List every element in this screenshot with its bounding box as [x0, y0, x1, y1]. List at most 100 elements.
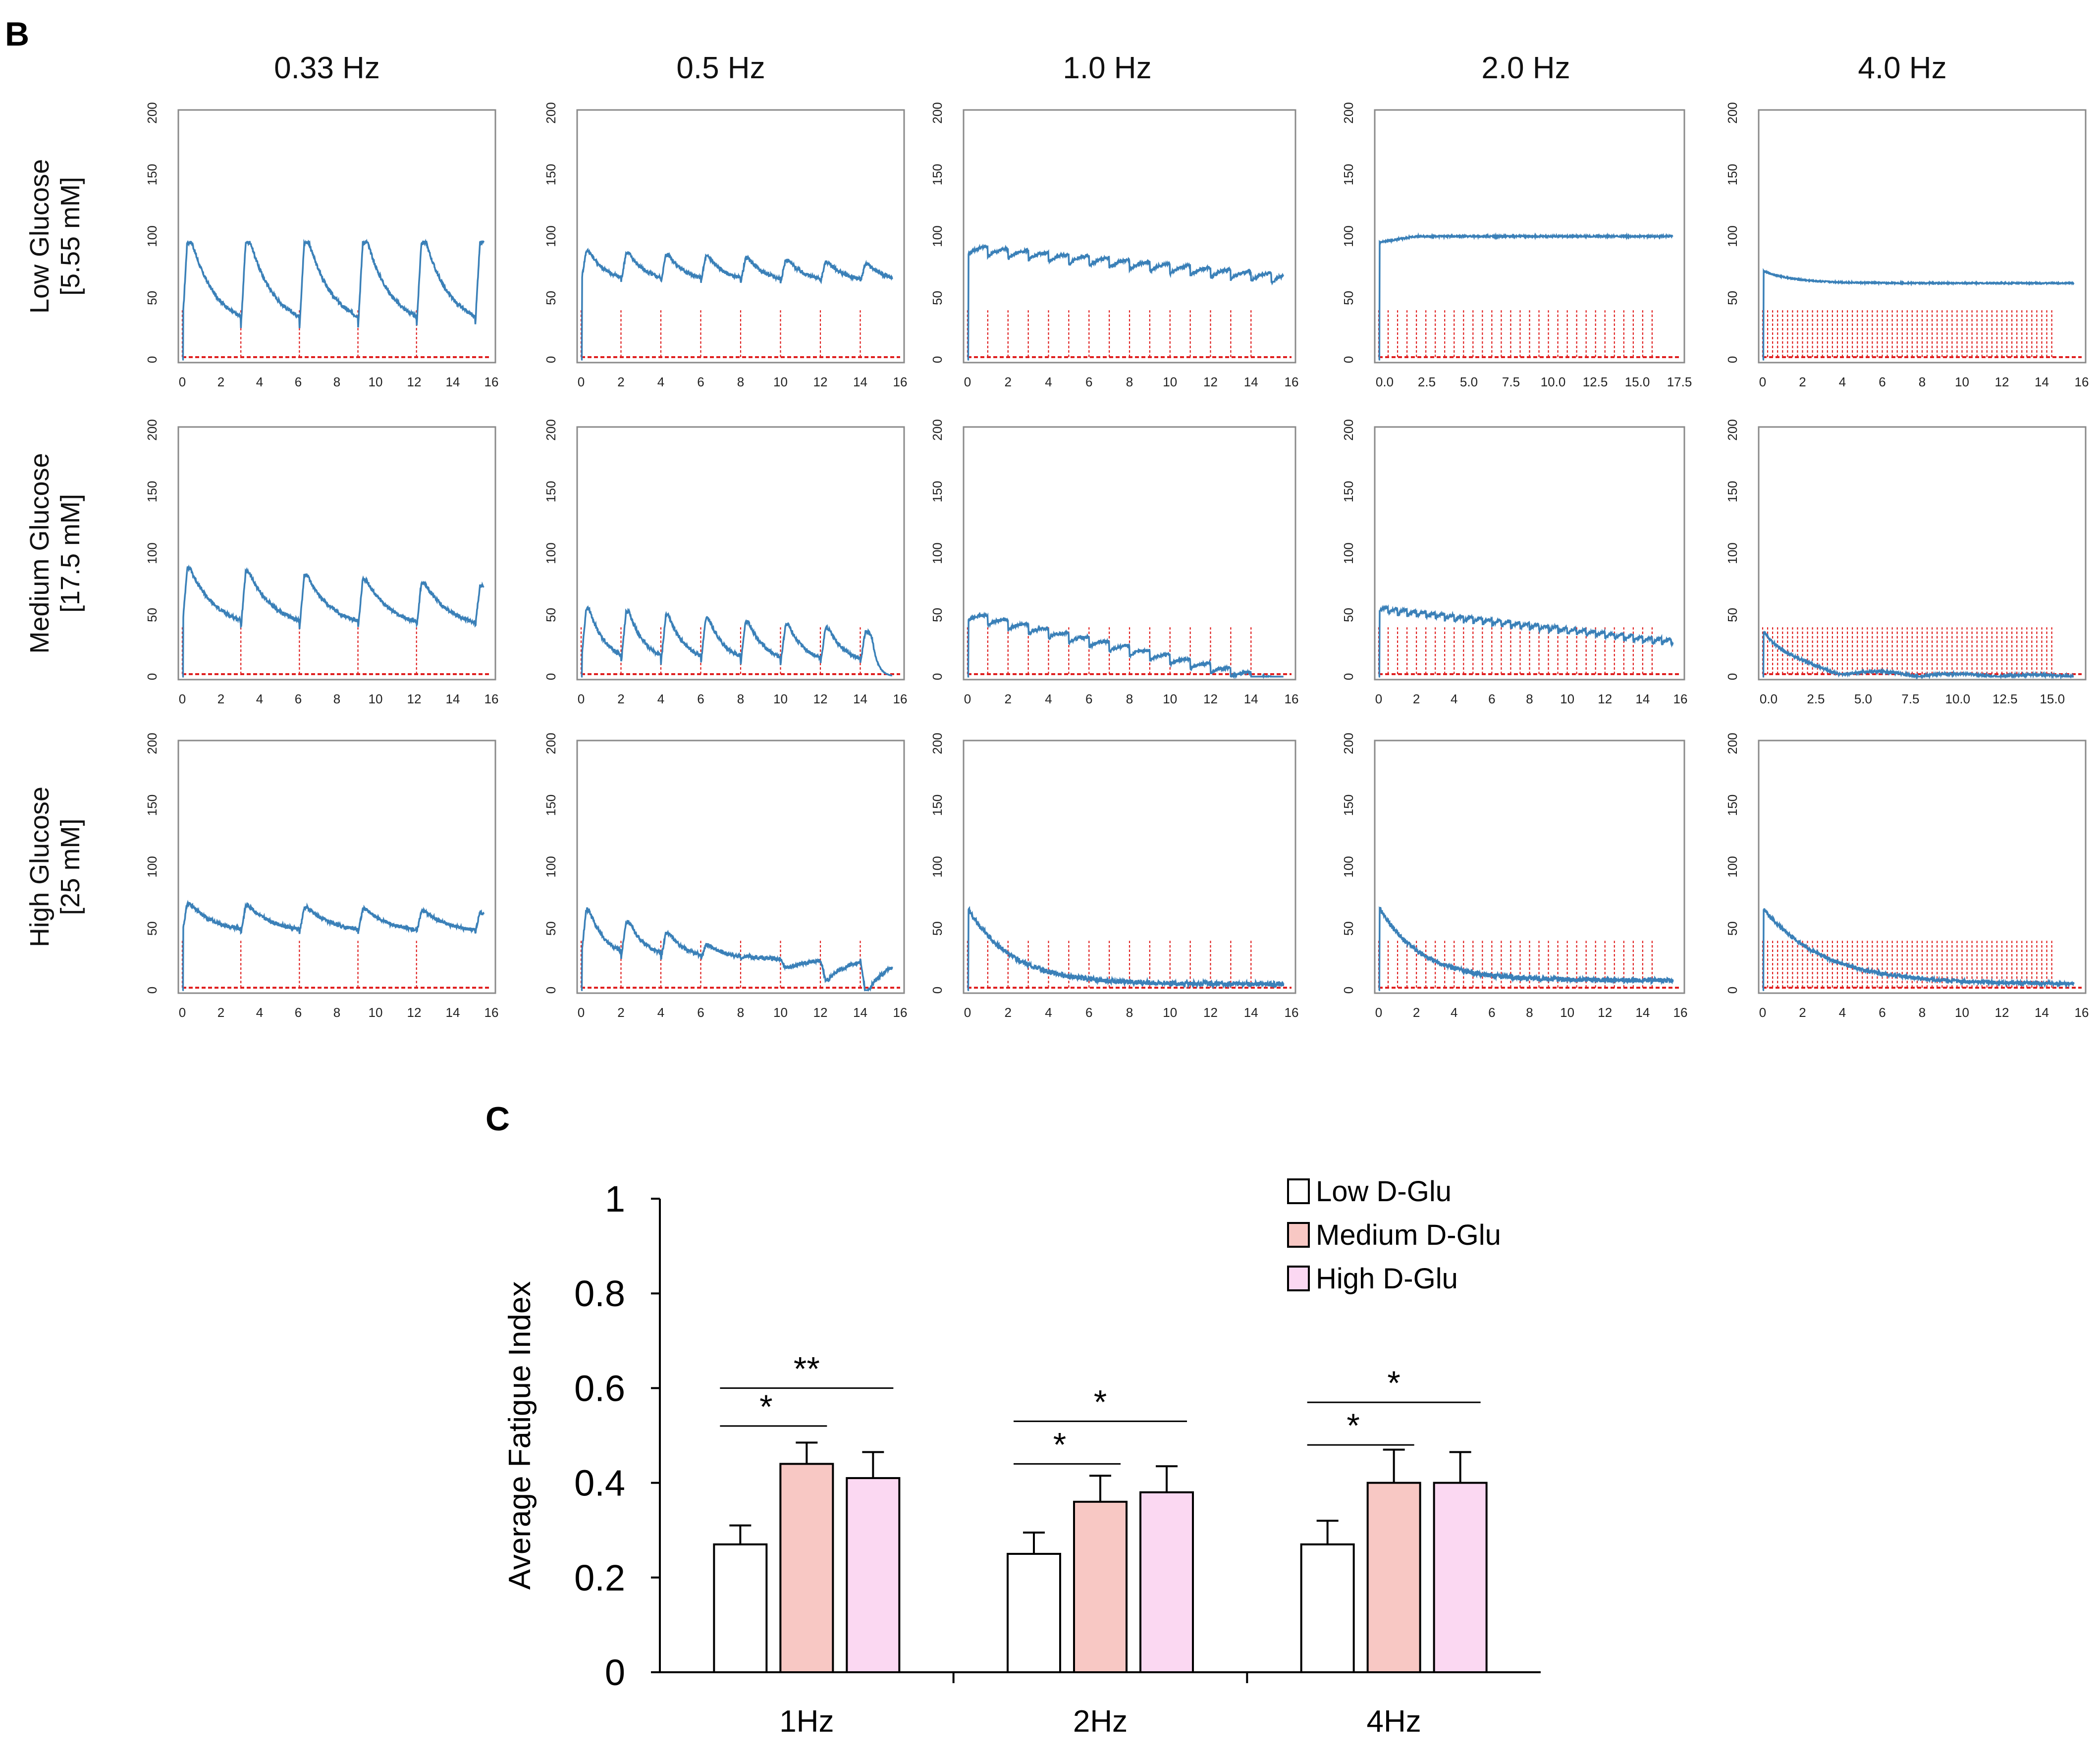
x-tick-label: 8 — [333, 1005, 340, 1020]
x-tick-label: 2 — [1799, 1005, 1806, 1020]
y-tick-label: 150 — [930, 481, 945, 502]
x-tick-label: 16 — [1673, 1005, 1688, 1020]
row-label-high-line2: [25 mM] — [55, 818, 85, 915]
y-tick-label: 50 — [543, 921, 558, 936]
y-tick-label: 50 — [543, 291, 558, 305]
x-tick-label: 0 — [1375, 1005, 1382, 1020]
y-tick-text: 200 — [543, 102, 558, 123]
significance-marker: * — [759, 1388, 772, 1426]
x-tick-label: 12 — [407, 691, 422, 706]
y-tick-text: 150 — [930, 164, 945, 185]
x-tick-label: 6 — [1488, 1005, 1495, 1020]
x-tick-label: 12 — [1203, 691, 1218, 706]
y-tick-text: 200 — [1341, 102, 1356, 123]
x-tick-label: 6 — [697, 1005, 704, 1020]
panel-c-label: C — [485, 1100, 510, 1138]
x-tick-label: 16 — [1673, 691, 1688, 706]
y-tick-label: 150 — [543, 164, 558, 185]
x-tick-label: 12 — [1598, 1005, 1612, 1020]
y-tick-text: 150 — [543, 481, 558, 502]
x-tick-label: 12 — [1995, 374, 2009, 389]
x-tick-label: 5.0 — [1460, 374, 1478, 389]
y-tick-label: 200 — [930, 733, 945, 754]
plot-frame — [576, 109, 905, 364]
y-tick-text: 0 — [543, 987, 558, 994]
legend-label-medium: Medium D-Glu — [1316, 1219, 1501, 1251]
significance-marker: ** — [794, 1350, 820, 1387]
x-tick-label: 10 — [1163, 1005, 1177, 1020]
x-tick-label: 10 — [1163, 691, 1177, 706]
trace-plot-low-4: 0 50 100 150 200 0.0 2.5 5.0 7.5 10.0 12.5 15.0 17.5 — [1341, 102, 1692, 389]
trace-plot-medium-2: 0 50 100 150 200 0 2 4 6 8 10 12 14 16 — [543, 419, 907, 706]
x-tick-label: 16 — [2075, 1005, 2089, 1020]
x-tick-label: 4 — [657, 691, 664, 706]
legend-swatch-low — [1287, 1178, 1310, 1204]
y-tick-text: 200 — [145, 733, 160, 754]
x-tick-label: 2 — [1413, 691, 1420, 706]
y-tick-text: 50 — [1725, 291, 1740, 305]
y-tick-label: 0.8 — [574, 1273, 625, 1314]
force-trace — [1378, 232, 1673, 361]
x-tick-label: 16 — [1285, 691, 1299, 706]
x-tick-label: 10 — [1560, 1005, 1574, 1020]
y-tick-label: 0 — [605, 1652, 625, 1693]
y-tick-label: 0.4 — [574, 1463, 625, 1504]
y-tick-text: 50 — [930, 291, 945, 305]
plot-frame — [963, 426, 1296, 681]
y-tick-label: 150 — [145, 164, 160, 185]
y-tick-text: 100 — [1725, 225, 1740, 247]
plot-frame — [963, 109, 1296, 364]
x-tick-label: 12 — [813, 374, 828, 389]
x-tick-label: 6 — [295, 374, 302, 389]
y-tick-label: 200 — [145, 733, 160, 754]
x-tick-label: 6 — [1085, 374, 1092, 389]
row-label-medium-line2: [17.5 mM] — [55, 494, 85, 613]
x-tick-label: 0 — [578, 374, 585, 389]
y-tick-text: 100 — [145, 225, 160, 247]
x-tick-label: 6 — [295, 691, 302, 706]
x-tick-label: 2 — [1005, 374, 1012, 389]
y-tick-text: 100 — [145, 542, 160, 564]
x-tick-label: 6 — [1085, 1005, 1092, 1020]
y-tick-text: 0 — [1725, 987, 1740, 994]
x-tick-label: 12 — [407, 374, 422, 389]
y-tick-label: 0 — [1725, 673, 1740, 680]
legend-label-low: Low D-Glu — [1316, 1175, 1452, 1208]
y-tick-label: 100 — [930, 225, 945, 247]
y-tick-text: 50 — [930, 608, 945, 622]
y-tick-text: 150 — [930, 481, 945, 502]
x-tick-label: 4 — [1045, 374, 1052, 389]
y-tick-label: 100 — [543, 542, 558, 564]
y-tick-text: 0 — [1725, 673, 1740, 680]
x-tick-label: 14 — [446, 691, 460, 706]
y-tick-label: 200 — [1725, 102, 1740, 123]
y-tick-label: 50 — [930, 608, 945, 622]
y-tick-text: 150 — [1725, 795, 1740, 816]
y-tick-label: 150 — [1725, 164, 1740, 185]
y-tick-text: 200 — [1725, 102, 1740, 123]
x-tick-label: 16 — [893, 691, 908, 706]
y-tick-text: 0 — [1341, 356, 1356, 363]
y-tick-label: 0 — [930, 673, 945, 680]
x-tick-label: 0 — [578, 691, 585, 706]
y-tick-text: 200 — [1725, 419, 1740, 440]
x-tick-label: 0 — [578, 1005, 585, 1020]
x-tick-label: 2 — [1799, 374, 1806, 389]
y-tick-label: 200 — [145, 102, 160, 123]
y-tick-text: 0 — [1341, 673, 1356, 680]
y-tick-text: 100 — [930, 225, 945, 247]
plot-frame — [1758, 740, 2087, 994]
force-trace — [182, 238, 485, 361]
significance-marker: * — [1346, 1407, 1359, 1444]
y-tick-text: 0 — [1725, 356, 1740, 363]
y-tick-text: 0 — [930, 673, 945, 680]
y-tick-text: 150 — [1725, 164, 1740, 185]
bar-medium-2Hz — [1073, 1500, 1128, 1674]
x-tick-label: 6 — [697, 374, 704, 389]
trace-plot-high-3: 0 50 100 150 200 0 2 4 6 8 10 12 14 16 — [930, 733, 1298, 1020]
plot-frame — [177, 109, 496, 364]
y-tick-text: 0 — [145, 356, 160, 363]
x-tick-label: 2.5 — [1418, 374, 1436, 389]
y-tick-text: 100 — [543, 225, 558, 247]
